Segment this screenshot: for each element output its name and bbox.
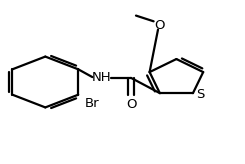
Text: Br: Br <box>84 97 99 110</box>
Text: O: O <box>154 19 164 32</box>
Text: O: O <box>126 98 136 111</box>
Text: NH: NH <box>92 71 111 84</box>
Text: S: S <box>197 88 205 101</box>
